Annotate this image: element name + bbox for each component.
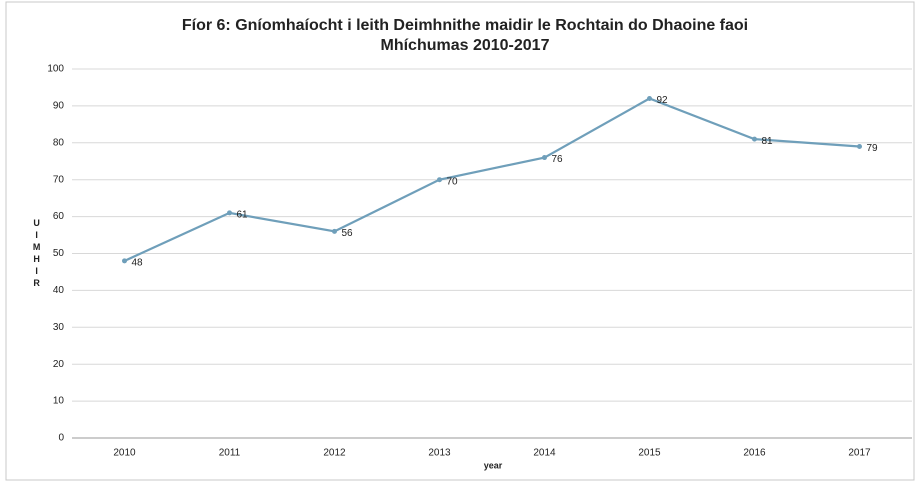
y-tick-label: 20 — [53, 359, 65, 370]
x-tick-label: 2015 — [638, 448, 661, 459]
x-tick-label: 2011 — [219, 448, 241, 459]
point — [647, 96, 652, 102]
data-label: 70 — [447, 176, 459, 187]
y-tick-label: 100 — [47, 64, 64, 75]
x-tick-label: 2014 — [533, 448, 556, 459]
data-label: 81 — [762, 136, 774, 147]
point — [542, 155, 547, 161]
chart-title: Mhíchumas 2010-2017 — [381, 37, 550, 54]
x-tick-label: 2017 — [848, 448, 871, 459]
data-label: 61 — [237, 210, 249, 221]
y-axis-title: UIMHIR — [32, 218, 42, 290]
point — [332, 228, 337, 234]
x-axis-title: year — [484, 460, 503, 470]
x-tick-label: 2016 — [743, 448, 766, 459]
point — [437, 177, 442, 183]
data-label: 48 — [132, 258, 144, 269]
chart-title: Fíor 6: Gníomhaíocht i leith Deimhnithe … — [182, 17, 748, 34]
y-tick-label: 10 — [53, 396, 65, 407]
x-tick-label: 2012 — [323, 448, 346, 459]
data-label: 92 — [657, 95, 669, 106]
y-tick-label: 40 — [53, 285, 65, 296]
data-label: 76 — [552, 154, 564, 165]
y-tick-label: 0 — [58, 433, 64, 444]
x-tick-label: 2013 — [428, 448, 451, 459]
point — [857, 143, 862, 149]
y-tick-label: 80 — [53, 137, 65, 148]
y-tick-label: 60 — [53, 211, 65, 222]
chart-border — [5, 1, 915, 481]
point — [752, 136, 757, 142]
point — [227, 210, 232, 216]
point — [122, 258, 127, 264]
y-tick-label: 30 — [53, 322, 65, 333]
data-label: 56 — [342, 228, 354, 239]
y-tick-label: 70 — [53, 174, 65, 185]
y-tick-label: 50 — [53, 248, 65, 259]
x-tick-label: 2010 — [113, 448, 136, 459]
line — [124, 97, 860, 262]
y-tick-label: 90 — [53, 101, 65, 112]
data-label: 79 — [867, 143, 879, 154]
